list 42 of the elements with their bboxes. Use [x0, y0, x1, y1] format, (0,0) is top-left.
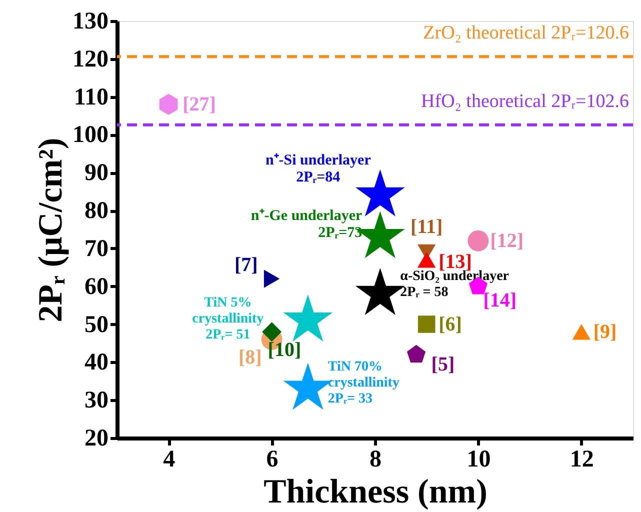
point	[262, 322, 282, 342]
point	[264, 270, 280, 288]
y-tick-label: 70	[84, 236, 108, 262]
x-tick-label: 10	[466, 446, 491, 472]
series-label: [5]	[431, 354, 455, 376]
series-label: [9]	[593, 320, 617, 343]
ref-line-label: ZrO₂ theoretical 2Pᵣ=120.6	[423, 22, 629, 44]
x-tick-label: 4	[163, 446, 176, 472]
point	[572, 324, 590, 340]
y-tick-label: 90	[84, 160, 108, 186]
series-label: [27]	[182, 93, 216, 116]
y-tick-label: 120	[72, 46, 108, 72]
y-tick-label: 110	[74, 84, 108, 110]
point	[407, 344, 426, 362]
y-tick-label: 40	[84, 350, 108, 376]
series-label: [10]	[268, 338, 302, 361]
point	[418, 316, 436, 333]
y-tick-label: 30	[84, 388, 108, 414]
y-tick-label: 80	[84, 198, 108, 224]
x-tick-label: 6	[266, 446, 278, 472]
ref-line-label: HfO₂ theoretical 2Pᵣ=102.6	[421, 90, 629, 112]
point	[160, 94, 178, 115]
y-tick-label: 20	[84, 426, 108, 452]
point	[468, 230, 489, 252]
series-label: [6]	[438, 313, 462, 336]
y-axis-title: 2Pᵣ (μC/cm²)	[32, 138, 70, 322]
series-label: n⁺-Si underlayer 2Pᵣ=84	[265, 152, 372, 186]
series-label: [11]	[410, 216, 443, 238]
y-tick-label: 130	[72, 8, 108, 34]
x-axis-title: Thickness (nm)	[264, 474, 488, 510]
series-label: TiN 70% crystallinity 2Pᵣ= 33	[328, 360, 400, 407]
series-label: [7]	[234, 254, 258, 276]
point	[418, 252, 436, 268]
y-tick-label: 100	[72, 122, 108, 148]
y-tick-label: 50	[84, 312, 108, 338]
series-label: n⁺-Ge underlayer 2Pᵣ=73	[250, 208, 362, 242]
y-tick-label: 60	[84, 274, 108, 300]
x-tick-label: 12	[570, 446, 594, 472]
series-label: [12]	[490, 230, 524, 252]
x-tick-label: 8	[370, 446, 382, 472]
series-label: [8]	[238, 346, 262, 368]
series-label: TiN 5% crystallinity 2Pᵣ= 51	[192, 295, 264, 342]
